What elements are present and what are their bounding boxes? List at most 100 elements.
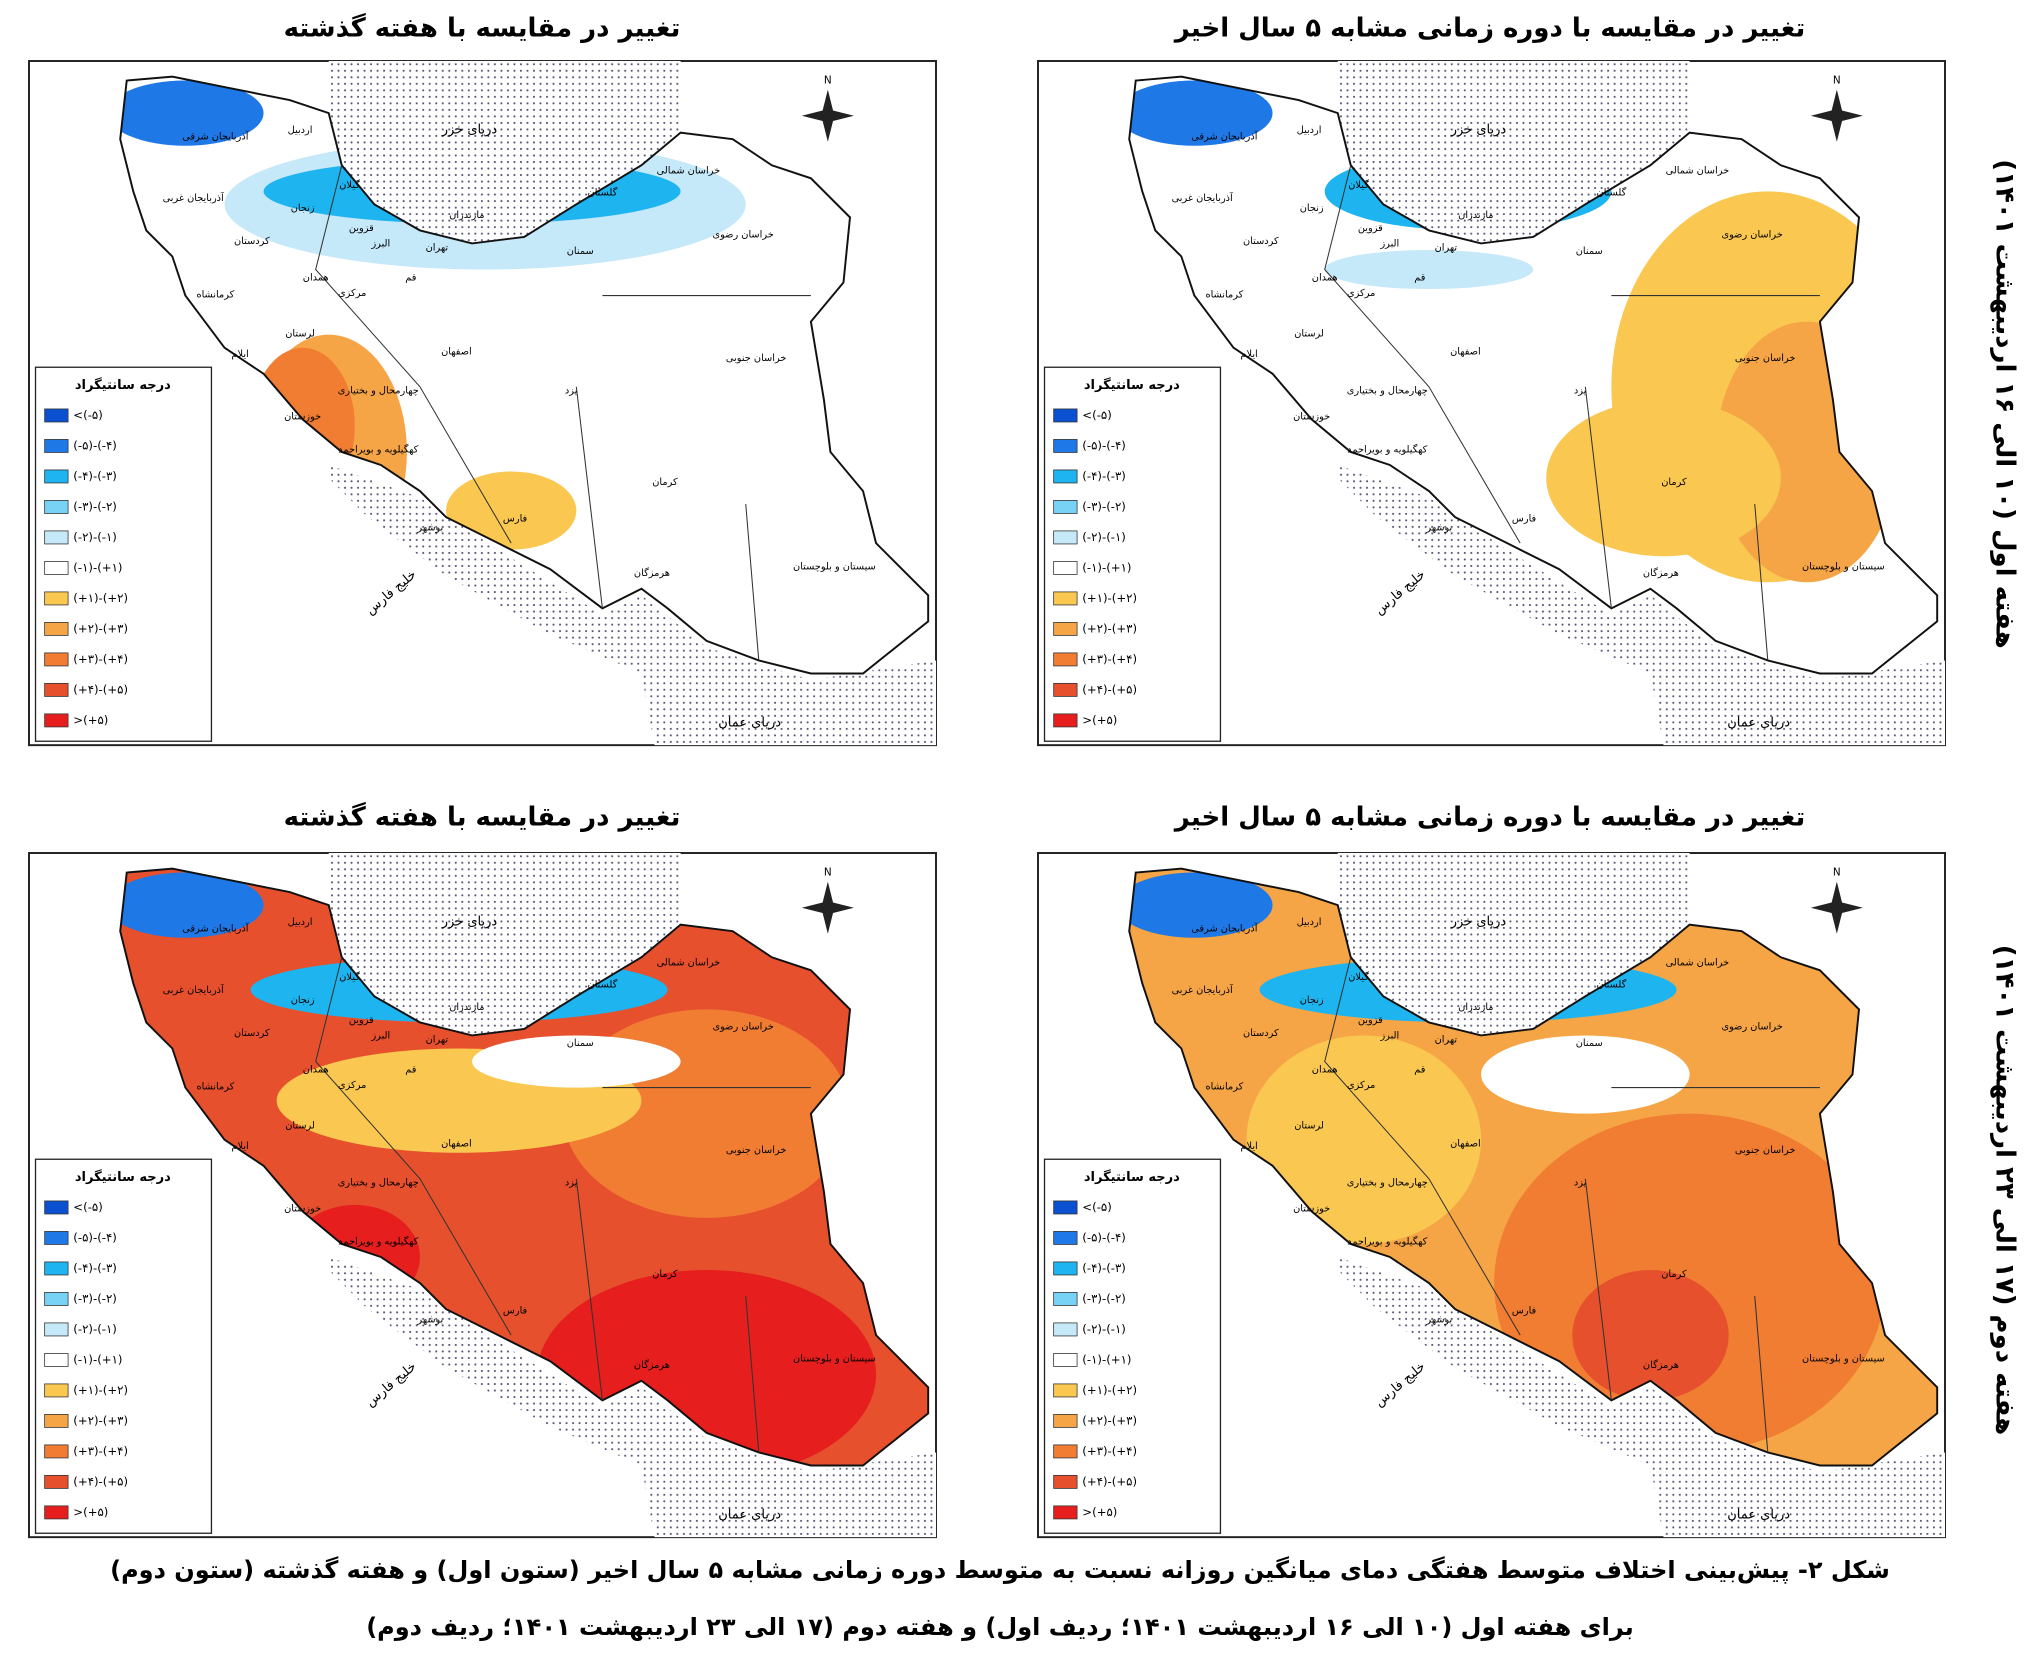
legend-swatch <box>44 469 69 484</box>
legend-label: (-۳)-(-۲) <box>73 1291 117 1305</box>
legend-swatch <box>1053 652 1078 667</box>
caption-line: برای هفته اول (۱۰ الی ۱۶ اردیبهشت ۱۴۰۱؛ … <box>366 1613 1634 1641</box>
row-label: هفته دوم (۱۷ الی ۲۳ اردیبهشت ۱۴۰۱) <box>1990 945 2020 1436</box>
province-label: تهران <box>426 1034 449 1045</box>
legend-label: (+۲)-(+۳) <box>73 1413 128 1427</box>
province-border <box>1584 386 1612 609</box>
legend-swatch <box>1053 1261 1078 1276</box>
province-label: یزد <box>1574 386 1587 397</box>
legend-label: (-۲)-(-۱) <box>1082 530 1126 544</box>
province-label: لرستان <box>1294 328 1324 339</box>
province-label: اردبیل <box>1297 125 1322 136</box>
province-label: قزوین <box>1358 223 1383 234</box>
province-label: خراسان شمالی <box>657 165 721 176</box>
legend-swatch <box>1053 1231 1078 1245</box>
legend-swatch <box>44 713 69 728</box>
province-label: کرمانشاه <box>1205 1081 1243 1092</box>
province-label: تهران <box>1435 1034 1458 1045</box>
province-border <box>575 1178 603 1401</box>
province-label: گیلان <box>1348 971 1369 983</box>
country-border <box>119 867 930 1467</box>
legend-label: (-۵)-(-۴) <box>1082 1230 1126 1244</box>
legend-box <box>34 366 213 742</box>
legend-swatch <box>44 1292 69 1306</box>
compass <box>1810 881 1863 934</box>
legend-label: >(+۵) <box>73 1505 108 1519</box>
legend-label: (+۱)-(+۲) <box>73 591 128 605</box>
province-label: خراسان رضوی <box>712 1021 773 1032</box>
sea-label: دریای عمان <box>1727 1508 1790 1523</box>
legend-label: (-۳)-(-۲) <box>1082 499 1126 513</box>
province-label: سمنان <box>1576 1038 1603 1049</box>
legend-label: (-۳)-(-۲) <box>73 499 117 513</box>
legend-swatch <box>1053 500 1078 514</box>
legend-label: <(-۵) <box>73 1200 103 1214</box>
province-label: اردبیل <box>288 917 313 928</box>
province-label: قزوین <box>349 1015 374 1026</box>
legend-swatch <box>1053 561 1078 575</box>
legend-label: (-۱)-(+۱) <box>1082 560 1131 574</box>
province-label: البرز <box>1379 238 1399 249</box>
province-border <box>1754 504 1769 661</box>
province-label: هرمزگان <box>1643 567 1679 579</box>
legend-swatch <box>44 682 69 697</box>
province-label: بوشهر <box>1425 1315 1452 1326</box>
province-label: مرکزی <box>1347 1080 1375 1091</box>
province-label: کرمان <box>652 477 678 488</box>
sea-label: دریای خزر <box>441 123 498 138</box>
sea <box>1337 853 1690 1036</box>
province-label: بوشهر <box>416 1315 443 1326</box>
province-label: زنجان <box>291 995 315 1006</box>
province-label: یزد <box>1574 1178 1587 1189</box>
province-label: مازندران <box>1458 1002 1493 1013</box>
panel-title: تغییر در مقایسه با دوره زمانی مشابه ۵ سا… <box>1173 14 1805 44</box>
legend-swatch <box>44 1261 69 1276</box>
legend-label: (+۳)-(+۴) <box>73 652 128 666</box>
province-label: خراسان جنوبی <box>726 1145 786 1156</box>
land <box>120 868 929 1466</box>
province-label: سمنان <box>1576 246 1603 257</box>
province-label: البرز <box>1379 1030 1399 1041</box>
temperature-zone <box>472 1035 681 1088</box>
province-label: قم <box>405 272 416 283</box>
province-label: گلستان <box>1597 979 1627 991</box>
province-label: هرمزگان <box>634 567 670 579</box>
country-border <box>1128 867 1939 1467</box>
province-label: خوزستان <box>1293 1204 1330 1215</box>
province-label: چهارمحال و بختیاری <box>338 386 419 397</box>
province-label: لرستان <box>1294 1120 1324 1131</box>
province-label: همدان <box>1312 1064 1338 1075</box>
province-label: فارس <box>1512 1305 1536 1316</box>
legend-swatch <box>1053 1444 1078 1459</box>
temperature-zone <box>1324 249 1534 290</box>
legend-swatch <box>1053 1414 1078 1428</box>
province-label: لرستان <box>285 1120 315 1131</box>
province-label: ایلام <box>1240 349 1257 360</box>
province-label: قزوین <box>1358 1015 1383 1026</box>
legend-swatch <box>44 652 69 667</box>
province-label: هرمزگان <box>634 1359 670 1371</box>
legend: درجه سانتیگراد <(-۵) (-۵)-(-۴) (-۴)-(-۳) (-۳… <box>1043 366 1222 742</box>
legend-swatch <box>44 591 69 606</box>
province-label: گلستان <box>588 979 618 991</box>
legend-label: (+۲)-(+۳) <box>1082 1413 1137 1427</box>
province-label: یزد <box>565 386 578 397</box>
province-label: ایلام <box>231 349 248 360</box>
land <box>1129 868 1938 1466</box>
province-label: همدان <box>303 272 329 283</box>
province-label: یزد <box>565 1178 578 1189</box>
province-label: تهران <box>1435 242 1458 253</box>
legend-swatch <box>1053 1353 1078 1367</box>
province-label: چهارمحال و بختیاری <box>1347 386 1428 397</box>
province-label: سمنان <box>567 1038 594 1049</box>
province-label: کردستان <box>234 1028 270 1039</box>
legend-label: (+۴)-(+۵) <box>1082 682 1137 696</box>
province-label: فارس <box>503 513 527 524</box>
temperature-zone <box>1129 872 1273 938</box>
legend-swatch <box>44 1505 69 1520</box>
legend-box <box>1043 1158 1222 1534</box>
legend-label: (+۴)-(+۵) <box>73 1474 128 1488</box>
province-label: بوشهر <box>1425 523 1452 534</box>
